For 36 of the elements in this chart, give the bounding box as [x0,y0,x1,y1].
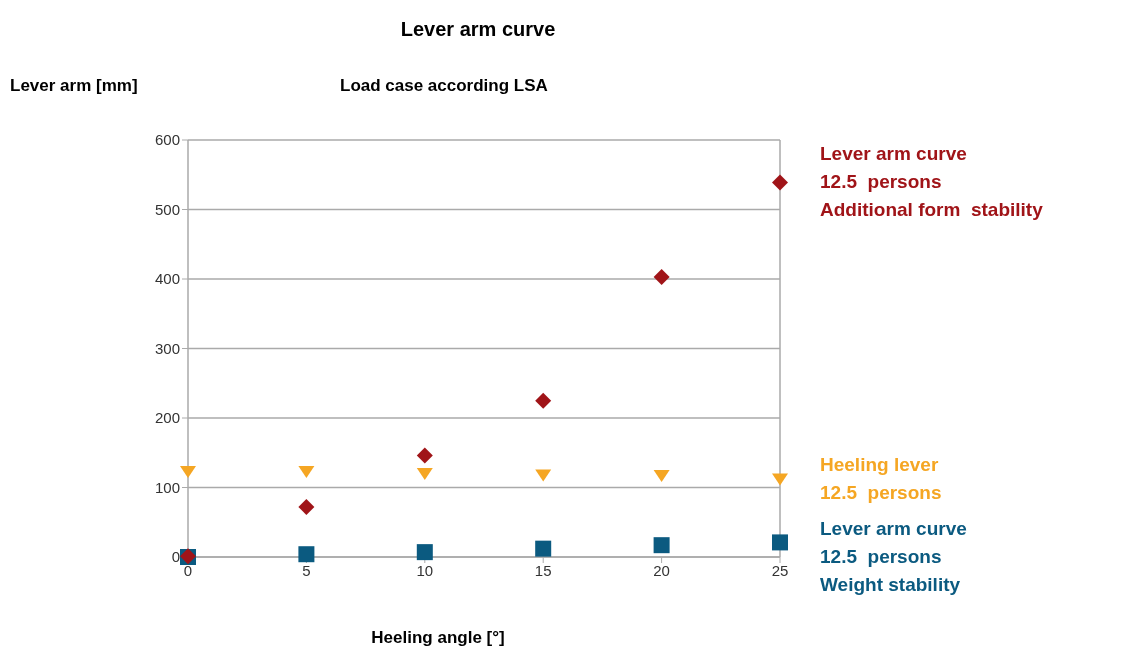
point [653,537,670,554]
y-tick-label: 100 [154,478,180,496]
x-tick-label: 5 [302,561,311,579]
series-label: Lever arm curve 12.5 persons Additional form stability [820,142,1043,223]
y-tick-label: 500 [154,200,180,218]
point [653,268,670,285]
point [180,465,196,478]
y-tick-label: 400 [154,270,180,288]
x-tick-label: 15 [534,561,552,579]
series-label: Lever arm curve 12.5 persons Weight stability [820,517,967,598]
point [653,470,670,483]
y-tick-label: 600 [154,131,180,149]
y-tick-label: 300 [154,339,180,357]
point [535,469,552,482]
y-tick-label: 0 [171,548,180,566]
y-tick-label: 200 [154,409,180,427]
point [772,534,788,551]
x-tick-label: 0 [183,561,193,579]
x-tick-label: 25 [771,561,789,579]
point [535,540,552,557]
point [416,544,433,561]
point [298,546,315,563]
point [298,498,315,515]
x-axis-title: Heeling angle [°] [370,628,506,648]
x-tick-label: 10 [416,561,434,579]
point [535,392,552,409]
point [416,468,433,480]
x-tick-label: 20 [653,561,670,579]
point [772,473,788,486]
point [772,174,788,191]
chart-subtitle: Load case according LSA [340,76,548,96]
point [298,465,315,478]
chart-title: Lever arm curve [399,18,557,41]
y-axis-title: Lever arm [mm] [10,76,138,96]
point [416,447,433,464]
series-label: Heeling lever 12.5 persons [820,453,942,506]
